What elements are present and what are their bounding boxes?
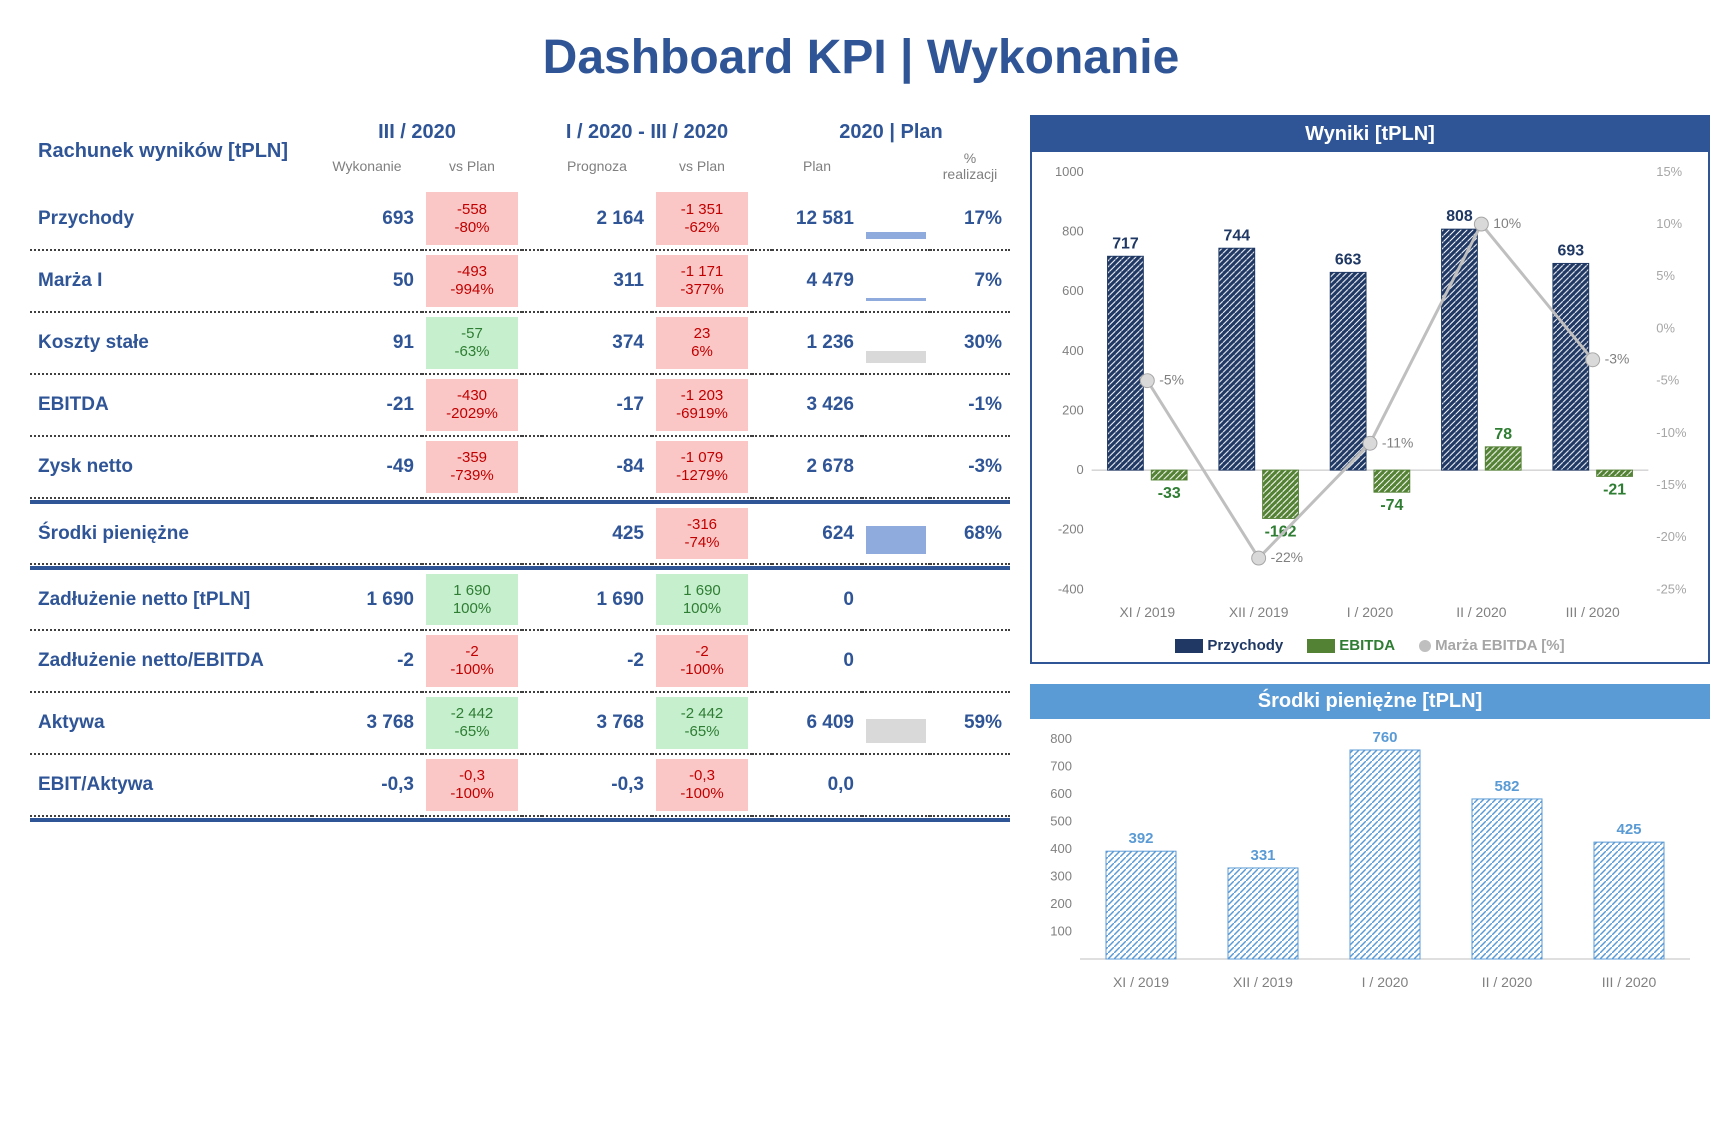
- svg-text:600: 600: [1062, 283, 1084, 298]
- svg-text:II / 2020: II / 2020: [1456, 604, 1507, 620]
- svg-text:-3%: -3%: [1605, 351, 1630, 367]
- svg-text:10%: 10%: [1656, 216, 1682, 231]
- svg-text:XII / 2019: XII / 2019: [1233, 974, 1293, 990]
- svg-text:-10%: -10%: [1656, 425, 1687, 440]
- svg-text:700: 700: [1050, 759, 1072, 774]
- svg-text:10%: 10%: [1493, 215, 1521, 231]
- svg-text:663: 663: [1335, 251, 1362, 268]
- svg-text:III / 2020: III / 2020: [1566, 604, 1620, 620]
- svg-text:-22%: -22%: [1271, 549, 1303, 565]
- svg-text:693: 693: [1558, 242, 1585, 259]
- sub-vsplan2: vs Plan: [652, 150, 752, 188]
- svg-text:I / 2020: I / 2020: [1362, 974, 1409, 990]
- sub-plan: Plan: [772, 150, 862, 188]
- svg-text:XI / 2019: XI / 2019: [1113, 974, 1169, 990]
- svg-text:392: 392: [1128, 830, 1153, 847]
- svg-text:-33: -33: [1158, 485, 1181, 502]
- svg-text:-400: -400: [1058, 581, 1084, 596]
- table-row: Zysk netto-49-359-739%-84-1 079-1279%2 6…: [30, 436, 1010, 498]
- svg-text:400: 400: [1050, 841, 1072, 856]
- sub-prognoza: Prognoza: [542, 150, 652, 188]
- sub-realizacji: % realizacji: [930, 150, 1010, 188]
- table-row: EBIT/Aktywa-0,3-0,3-100%-0,3-0,3-100%0,0: [30, 754, 1010, 816]
- page-title: Dashboard KPI | Wykonanie: [30, 30, 1692, 85]
- svg-text:-21: -21: [1603, 481, 1626, 498]
- svg-text:300: 300: [1050, 869, 1072, 884]
- table-row: Przychody693-558-80%2 164-1 351-62%12 58…: [30, 188, 1010, 250]
- svg-text:808: 808: [1446, 208, 1473, 225]
- svg-text:-25%: -25%: [1656, 581, 1687, 596]
- svg-text:XI / 2019: XI / 2019: [1119, 604, 1175, 620]
- svg-text:-15%: -15%: [1656, 477, 1687, 492]
- svg-text:1000: 1000: [1055, 164, 1084, 179]
- table-row: Koszty stałe91-57-63%374236%1 23630%: [30, 312, 1010, 374]
- svg-text:331: 331: [1250, 847, 1275, 864]
- svg-text:-20%: -20%: [1656, 529, 1687, 544]
- svg-text:582: 582: [1494, 778, 1519, 795]
- svg-text:0: 0: [1077, 462, 1084, 477]
- table-row: Marża I50-493-994%311-1 171-377%4 4797%: [30, 250, 1010, 312]
- svg-text:400: 400: [1062, 343, 1084, 358]
- svg-text:425: 425: [1616, 821, 1641, 838]
- svg-text:-11%: -11%: [1382, 434, 1413, 450]
- svg-text:600: 600: [1050, 786, 1072, 801]
- svg-text:800: 800: [1050, 731, 1072, 746]
- period1-header: III / 2020: [312, 115, 522, 150]
- table-row: EBITDA-21-430-2029%-17-1 203-6919%3 426-…: [30, 374, 1010, 436]
- svg-text:78: 78: [1494, 426, 1512, 443]
- sub-wykonanie: Wykonanie: [312, 150, 422, 188]
- svg-text:5%: 5%: [1656, 268, 1675, 283]
- period2-header: I / 2020 - III / 2020: [542, 115, 752, 150]
- svg-text:717: 717: [1112, 235, 1139, 252]
- table-row: Aktywa3 768-2 442-65%3 768-2 442-65%6 40…: [30, 692, 1010, 754]
- srodki-chart-title: Środki pieniężne [tPLN]: [1030, 684, 1710, 719]
- svg-text:200: 200: [1050, 896, 1072, 911]
- svg-text:I / 2020: I / 2020: [1347, 604, 1394, 620]
- svg-text:-200: -200: [1058, 522, 1084, 537]
- table-row: Środki pieniężne425-316-74%62468%: [30, 502, 1010, 564]
- sub-vsplan1: vs Plan: [422, 150, 522, 188]
- svg-text:II / 2020: II / 2020: [1482, 974, 1533, 990]
- svg-text:XII / 2019: XII / 2019: [1229, 604, 1289, 620]
- svg-text:760: 760: [1372, 729, 1397, 746]
- svg-text:200: 200: [1062, 402, 1084, 417]
- legend-przychody: Przychody: [1207, 637, 1283, 654]
- svg-text:744: 744: [1224, 227, 1251, 244]
- svg-text:-5%: -5%: [1656, 373, 1679, 388]
- svg-text:-5%: -5%: [1159, 372, 1184, 388]
- srodki-chart: Środki pieniężne [tPLN] 100 200 300 400 500 6…: [1030, 684, 1710, 999]
- wyniki-chart: Wyniki [tPLN] -400 -200 0 200 400 600 800 1000 -…: [1030, 115, 1710, 664]
- period3-header: 2020 | Plan: [772, 115, 1010, 150]
- svg-text:-74: -74: [1380, 497, 1403, 514]
- svg-text:500: 500: [1050, 814, 1072, 829]
- svg-text:800: 800: [1062, 224, 1084, 239]
- legend-marza: Marża EBITDA [%]: [1435, 637, 1564, 654]
- kpi-table: Rachunek wyników [tPLN] III / 2020 I / 2…: [30, 115, 1010, 822]
- svg-text:III / 2020: III / 2020: [1602, 974, 1657, 990]
- legend-ebitda: EBITDA: [1339, 637, 1395, 654]
- table-row: Zadłużenie netto/EBITDA-2-2-100%-2-2-100…: [30, 630, 1010, 692]
- svg-text:15%: 15%: [1656, 164, 1682, 179]
- rowhdr: Rachunek wyników [tPLN]: [30, 115, 312, 188]
- svg-text:100: 100: [1050, 924, 1072, 939]
- table-row: Zadłużenie netto [tPLN]1 6901 690100%1 6…: [30, 568, 1010, 630]
- wyniki-chart-title: Wyniki [tPLN]: [1032, 117, 1708, 152]
- svg-text:0%: 0%: [1656, 320, 1675, 335]
